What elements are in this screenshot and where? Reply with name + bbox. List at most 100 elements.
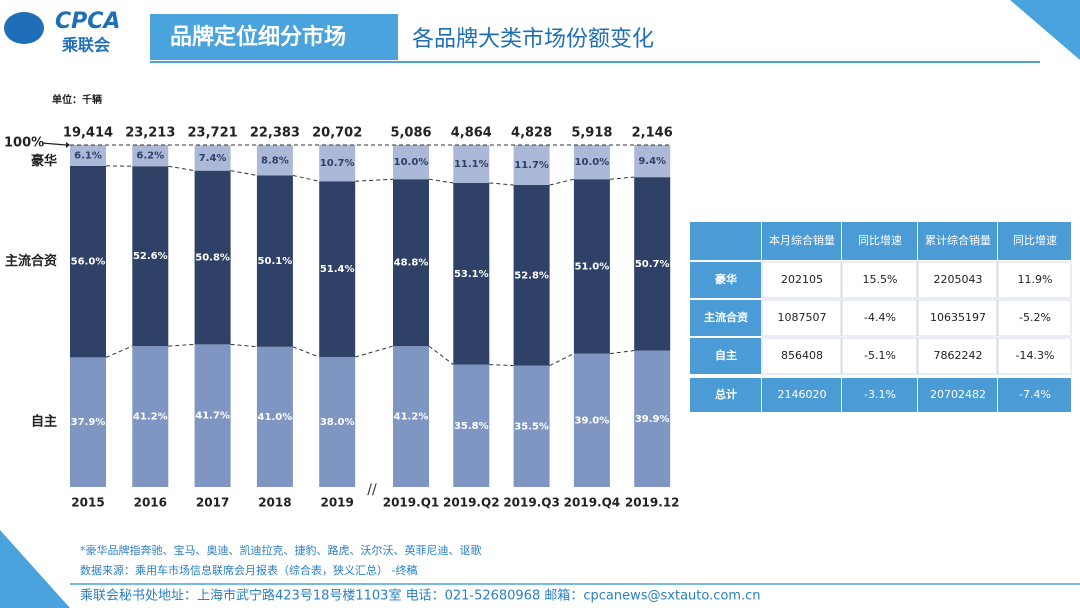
table-cell [917, 337, 998, 375]
table-text: 总计 [715, 387, 737, 401]
logo-mark [4, 12, 44, 44]
axis-break: // [367, 482, 377, 498]
bar-segment [513, 185, 550, 366]
table-cell [997, 337, 1072, 375]
connector [230, 170, 257, 176]
bar-segment [256, 346, 293, 487]
connector [168, 343, 195, 347]
bar-segment [70, 165, 106, 358]
x-tick-label: 2018 [258, 496, 291, 510]
series-label: 主流合资 [5, 253, 57, 269]
data-label: 52.6% [133, 251, 168, 262]
table-text: 202105 [781, 273, 823, 286]
series-label: 豪华 [31, 153, 57, 169]
data-label: 41.2% [133, 412, 168, 423]
data-label: 11.7% [514, 160, 549, 171]
x-tick-label: 2019.Q3 [503, 496, 560, 510]
bar-segment [132, 346, 169, 487]
data-label: 50.8% [195, 253, 230, 264]
logo-cn: 乘联会 [61, 36, 110, 55]
bar-segment [513, 145, 550, 186]
bar-segment [393, 346, 429, 487]
bar-segment [393, 145, 429, 180]
data-label: 56.0% [71, 257, 106, 268]
total-label: 22,383 [250, 126, 300, 141]
data-label: 37.9% [71, 417, 106, 428]
table-cell [918, 378, 997, 412]
table-cell [917, 299, 998, 337]
bar-segment [194, 170, 231, 345]
table-header-cell [842, 222, 917, 260]
table-cell [690, 222, 761, 260]
total-label: 19,414 [63, 126, 113, 141]
bar-segment [453, 364, 490, 487]
connector [292, 174, 320, 182]
total-label: 5,086 [390, 126, 431, 141]
table-text: -4.4% [864, 311, 896, 324]
y-tick-label: 100% [4, 136, 44, 151]
bar-segment [634, 177, 671, 351]
title: 品牌定位细分市场 [170, 24, 346, 50]
data-label: 6.1% [74, 150, 102, 161]
x-tick-label: 2019.Q2 [443, 496, 500, 510]
unit: 单位：千辆 [52, 93, 102, 106]
table-text: 自主 [715, 348, 737, 362]
x-tick-label: 2016 [134, 496, 167, 510]
connector [230, 343, 257, 348]
data-label: 50.1% [258, 256, 293, 267]
table-cell [841, 261, 918, 299]
table-cell [690, 262, 761, 298]
table-cell [998, 378, 1071, 412]
x-tick-label: 2019 [320, 496, 353, 510]
corner [0, 530, 70, 608]
data-label: 51.4% [320, 264, 355, 275]
table-text: 主流合资 [704, 310, 748, 324]
data-label: 41.2% [394, 412, 429, 423]
note: *豪华品牌指奔驰、宝马、奥迪、凯迪拉克、捷豹、路虎、沃尔沃、英菲尼迪、讴歌 [80, 543, 482, 557]
table-header: 累计综合销量 [925, 233, 991, 247]
data-label: 52.8% [514, 270, 549, 281]
arrow-head [66, 142, 70, 148]
bar-segment [319, 357, 356, 487]
bar-segment [453, 145, 490, 183]
bar-segment [132, 166, 169, 347]
table-text: -3.1% [864, 388, 896, 401]
table-cell [841, 299, 918, 337]
table-text: 11.9% [1018, 273, 1053, 286]
bar-segment [573, 179, 610, 354]
note: 数据来源：乘用车市场信息联席会月报表（综合表，狭义汇总） -终稿 [80, 563, 417, 577]
series-label: 自主 [31, 414, 57, 430]
bar-segment [393, 179, 429, 347]
table-text: 20702482 [930, 388, 986, 401]
bar-segment [573, 145, 610, 180]
connector [168, 165, 195, 172]
data-label: 50.7% [635, 259, 670, 270]
footer: 乘联会秘书处地址：上海市武宁路423号18号楼1103室 电话：021-5268… [80, 588, 761, 604]
table-header-cell [918, 222, 997, 260]
x-tick-label: 2019.Q4 [564, 496, 621, 510]
table-text: -5.2% [1019, 311, 1051, 324]
data-label: 10.7% [320, 158, 355, 169]
subtitle: 各品牌大类市场份额变化 [412, 27, 654, 52]
table-cell [690, 300, 761, 336]
table-text: 豪华 [715, 272, 737, 286]
data-label: 38.0% [320, 417, 355, 428]
x-tick-label: 2019.Q1 [383, 496, 440, 510]
connector [292, 346, 320, 358]
data-label: 39.0% [575, 415, 610, 426]
connector [549, 353, 575, 367]
table-header: 同比增速 [1013, 233, 1057, 247]
total-label: 4,828 [511, 126, 552, 141]
bar-segment [513, 365, 550, 487]
data-label: 10.0% [575, 157, 610, 168]
bar-segment [634, 145, 671, 178]
table-header: 本月综合销量 [769, 233, 835, 247]
table-text: -5.1% [864, 349, 896, 362]
table-cell [841, 337, 918, 375]
bar-segment [132, 145, 169, 167]
table-header-cell [998, 222, 1071, 260]
data-label: 39.9% [635, 414, 670, 425]
bar-segment [634, 350, 671, 487]
table-cell [917, 261, 998, 299]
